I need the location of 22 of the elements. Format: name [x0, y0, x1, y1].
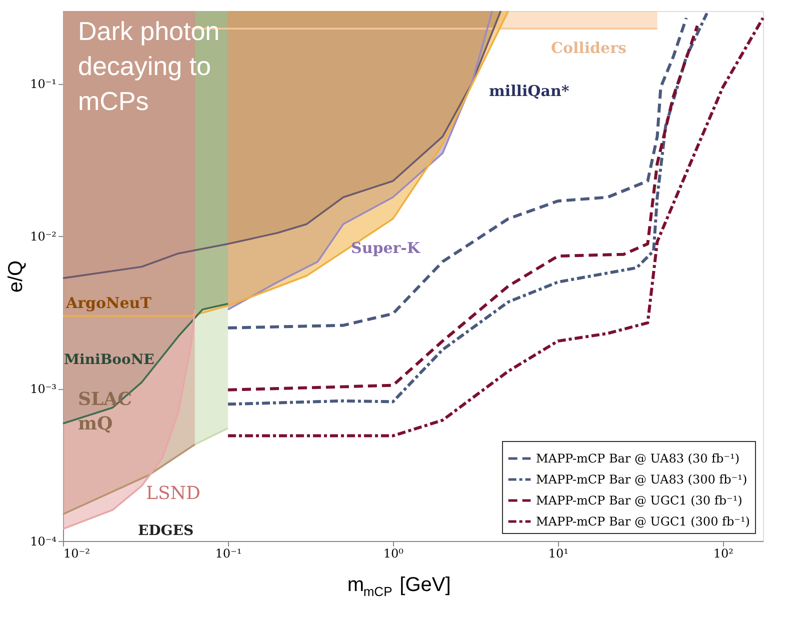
y-tick-label: 10⁻³	[30, 382, 57, 396]
x-tick-label: 10¹	[548, 546, 568, 560]
x-tick-label: 10⁻²	[64, 546, 90, 560]
annotation: Super-K	[351, 239, 421, 257]
legend-label: MAPP-mCP Bar @ UGC1 (300 fb⁻¹)	[536, 514, 750, 528]
annotation: Dark photon decaying to mCPs	[78, 16, 220, 116]
legend-label: MAPP-mCP Bar @ UA83 (300 fb⁻¹)	[536, 472, 748, 486]
annotation: ArgoNeuT	[65, 294, 152, 312]
x-tick-label: 10⁻¹	[215, 546, 242, 560]
legend-label: MAPP-mCP Bar @ UGC1 (30 fb⁻¹)	[536, 494, 742, 508]
annotation: milliQan*	[489, 82, 570, 100]
x-tick-label: 10²	[713, 546, 734, 560]
annotation: EDGES	[138, 523, 194, 539]
y-tick-label: 10⁻²	[30, 230, 57, 244]
y-tick-label: 10⁻⁴	[30, 534, 57, 548]
annotation: Colliders	[551, 39, 626, 57]
legend-label: MAPP-mCP Bar @ UA83 (30 fb⁻¹)	[536, 452, 740, 466]
y-tick-label: 10⁻¹	[30, 77, 56, 92]
y-axis-title: e/Q	[5, 260, 28, 293]
x-tick-label: 10⁰	[383, 546, 404, 560]
annotation: MiniBooNE	[64, 352, 154, 368]
annotation: LSND	[146, 483, 200, 504]
